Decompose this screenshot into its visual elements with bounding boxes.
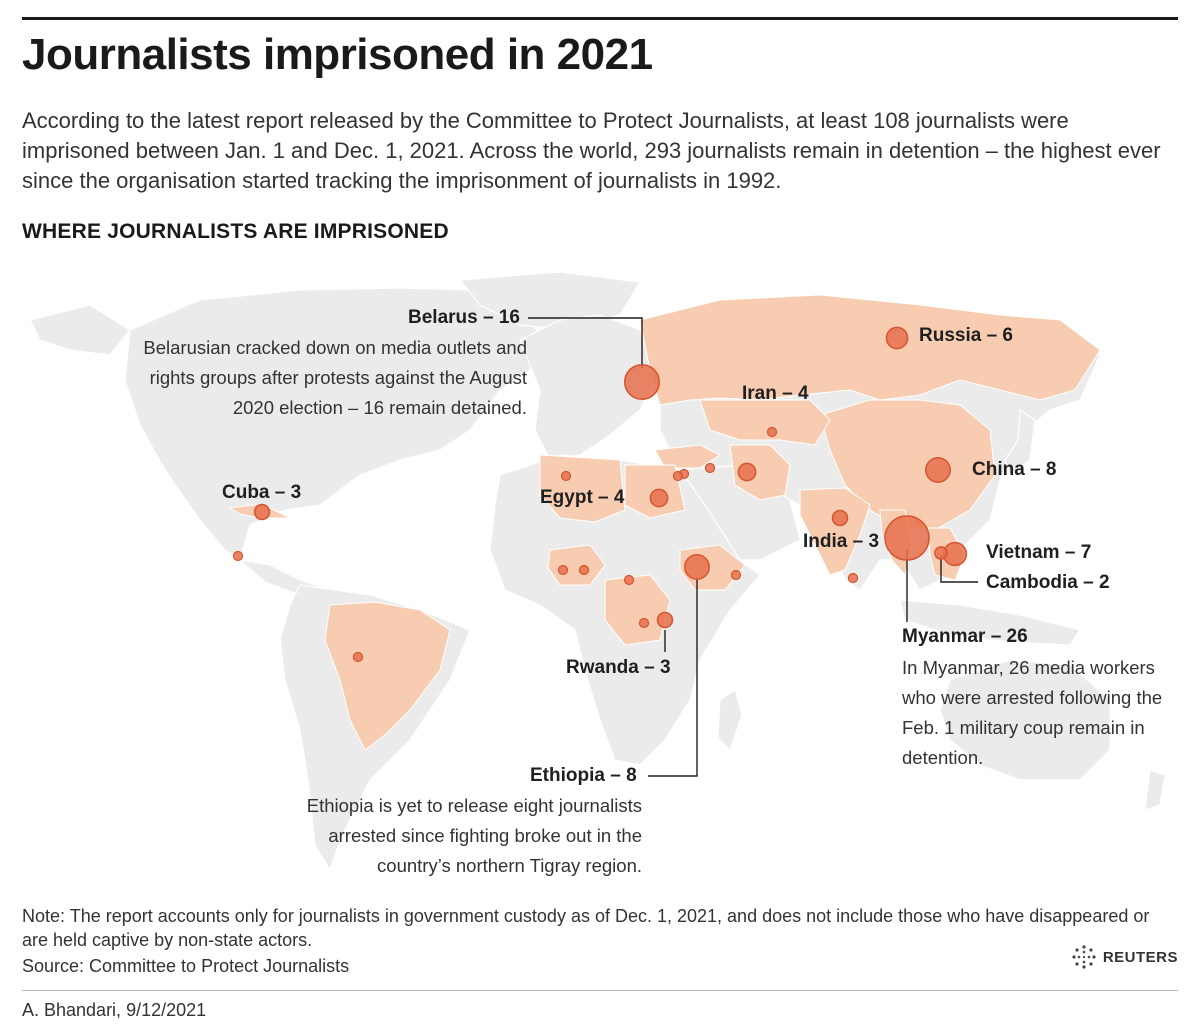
ethiopia-leader-line xyxy=(648,578,698,777)
country-russia xyxy=(639,294,1101,406)
intro-text: According to the latest report released … xyxy=(22,108,1161,193)
label-cuba: Cuba – 3 xyxy=(222,482,302,503)
cambodia-leader-line xyxy=(940,555,978,583)
land-australia xyxy=(939,659,1111,781)
bubble-iran xyxy=(737,462,757,482)
country-kazakhstan xyxy=(699,399,831,446)
land-madagascar xyxy=(717,689,743,752)
label-cambodia: Cambodia – 2 xyxy=(986,572,1110,593)
top-rule xyxy=(22,17,1178,20)
bubble-small xyxy=(560,470,572,482)
bubble-india xyxy=(831,509,849,527)
bubble-ethiopia xyxy=(684,554,710,580)
land-japan xyxy=(1004,408,1036,476)
land-new-zealand xyxy=(1144,769,1166,811)
country-india xyxy=(799,487,871,576)
bubble-small xyxy=(638,617,650,629)
bubble-egypt xyxy=(649,488,669,508)
bubble-small xyxy=(578,564,590,576)
land-alaska xyxy=(29,304,131,356)
label-india: India – 3 xyxy=(803,531,880,552)
bubble-belarus xyxy=(623,363,661,401)
label-russia: Russia – 6 xyxy=(919,325,1013,346)
label-vietnam: Vietnam – 7 xyxy=(986,542,1092,563)
label-rwanda: Rwanda – 3 xyxy=(566,657,671,678)
section-title: WHERE JOURNALISTS ARE IMPRISONED xyxy=(22,220,449,243)
label-china: China – 8 xyxy=(972,459,1057,480)
country-china xyxy=(819,399,996,531)
bubble-small xyxy=(232,550,244,562)
annotation-ethiopia: Ethiopia is yet to release eight journal… xyxy=(306,795,642,876)
reuters-dots-icon xyxy=(1072,945,1096,969)
bubble-cuba xyxy=(253,503,271,521)
source-line: Source: Committee to Protect Journalists xyxy=(22,956,350,976)
page-title: Journalists imprisoned in 2021 xyxy=(22,30,653,79)
bubble-china xyxy=(925,457,951,483)
land-north-america xyxy=(124,287,541,561)
label-egypt: Egypt – 4 xyxy=(540,487,625,508)
country-drc xyxy=(604,574,671,646)
bubble-cambodia xyxy=(934,546,948,560)
bubble-small xyxy=(623,574,635,586)
byline: A. Bhandari, 9/12/2021 xyxy=(22,1000,207,1020)
callout-lines xyxy=(528,317,978,777)
world-map xyxy=(29,271,1166,872)
label-iran: Iran – 4 xyxy=(742,383,809,404)
bubble-small xyxy=(847,572,859,584)
land-indonesia xyxy=(899,599,1081,646)
bottom-rule xyxy=(22,990,1178,991)
bubble-small xyxy=(730,569,742,581)
bubble-small xyxy=(766,426,778,438)
bubble-small xyxy=(352,651,364,663)
footnote: Note: The report accounts only for journ… xyxy=(22,906,1150,950)
bubble-small xyxy=(704,462,716,474)
country-algeria-libya xyxy=(539,454,626,523)
bubble-myanmar xyxy=(884,515,930,561)
bubble-small xyxy=(672,470,684,482)
label-belarus: Belarus – 16 xyxy=(408,307,520,328)
bubble-russia xyxy=(885,326,909,350)
prison-bubbles xyxy=(232,326,968,663)
reuters-logo: REUTERS xyxy=(1071,944,1178,970)
annotation-belarus: Belarusian cracked down on media outlets… xyxy=(143,337,527,418)
annotation-myanmar: In Myanmar, 26 media workers who were ar… xyxy=(902,657,1163,768)
bubble-rwanda xyxy=(656,611,674,629)
bubble-small xyxy=(557,564,569,576)
reuters-logo-text: REUTERS xyxy=(1102,948,1178,966)
country-brazil xyxy=(324,601,451,751)
label-myanmar: Myanmar – 26 xyxy=(902,626,1028,647)
belarus-leader-line xyxy=(528,317,643,368)
label-ethiopia: Ethiopia – 8 xyxy=(530,765,637,786)
land-europe xyxy=(519,314,661,461)
country-iran xyxy=(729,444,791,501)
